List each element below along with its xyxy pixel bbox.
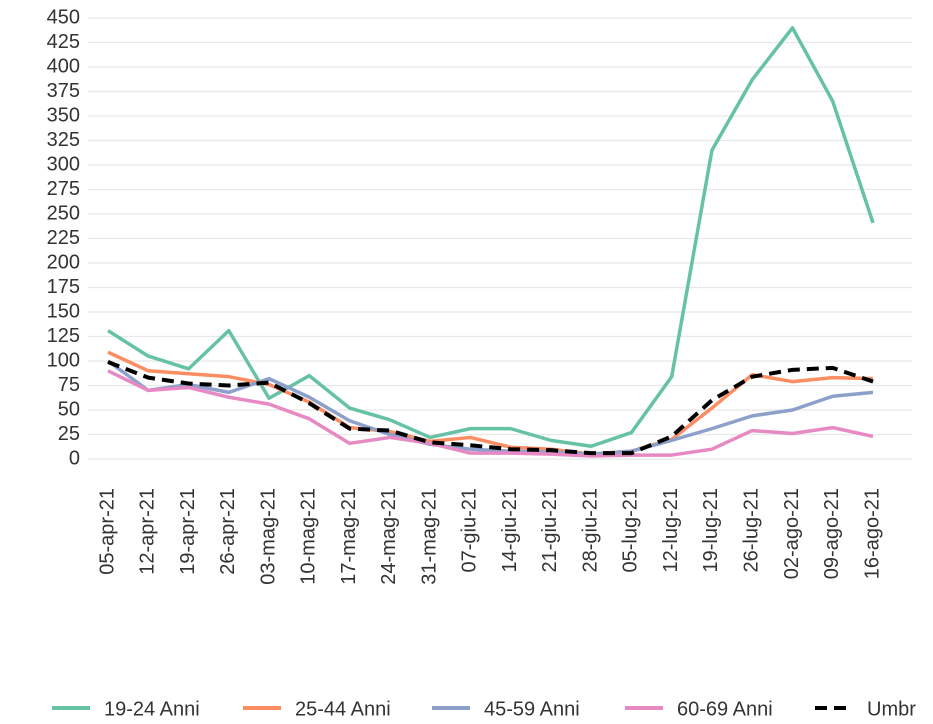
series-line: [107, 26, 875, 449]
x-tick-label: 26-apr-21: [217, 488, 239, 575]
series-line: [107, 360, 874, 456]
series-line: [106, 359, 874, 456]
x-tick-label: 07-giu-21: [459, 488, 481, 573]
y-tick-label: 175: [47, 276, 80, 298]
x-tick-label: 19-apr-21: [177, 488, 199, 575]
x-tick-label: 28-giu-21: [579, 488, 601, 573]
y-tick-label: 150: [47, 300, 80, 322]
y-tick-label: 50: [58, 398, 80, 420]
y-tick-label: 25: [58, 423, 80, 445]
x-tick-label: 02-ago-21: [781, 488, 803, 579]
y-tick-label: 375: [47, 80, 80, 102]
series-line: [107, 369, 874, 458]
legend-label: 60-69 Anni: [677, 698, 773, 720]
x-tick-label: 16-ago-21: [861, 488, 883, 579]
x-tick-label: 10-mag-21: [298, 488, 320, 585]
y-tick-label: 325: [47, 129, 80, 151]
y-tick-label: 425: [47, 31, 80, 53]
y-tick-label: 200: [47, 251, 80, 273]
x-tick-label: 31-mag-21: [418, 488, 440, 585]
y-tick-label: 300: [47, 153, 80, 175]
y-tick-label: 400: [47, 55, 80, 77]
series-line: [107, 350, 874, 456]
y-tick-label: 450: [47, 6, 80, 28]
x-tick-label: 17-mag-21: [338, 488, 360, 585]
x-tick-label: 05-apr-21: [96, 488, 118, 575]
x-tick-label: 12-lug-21: [660, 488, 682, 573]
y-tick-label: 275: [47, 178, 80, 200]
x-tick-label: 09-ago-21: [821, 488, 843, 579]
y-tick-label: 350: [47, 104, 80, 126]
legend-label: Umbr: [867, 698, 916, 720]
x-tick-label: 19-lug-21: [700, 488, 722, 573]
x-tick-label: 14-giu-21: [499, 488, 521, 573]
x-tick-label: 21-giu-21: [539, 488, 561, 573]
y-tick-label: 250: [47, 202, 80, 224]
legend-label: 19-24 Anni: [104, 698, 200, 720]
y-tick-label: 75: [58, 374, 80, 396]
x-tick-label: 24-mag-21: [378, 488, 400, 585]
x-tick-label: 26-lug-21: [740, 488, 762, 573]
legend-label: 45-59 Anni: [484, 698, 580, 720]
y-tick-label: 125: [47, 325, 80, 347]
x-tick-label: 12-apr-21: [137, 488, 159, 575]
y-tick-label: 0: [69, 447, 80, 469]
y-tick-label: 225: [47, 227, 80, 249]
x-tick-label: 03-mag-21: [257, 488, 279, 585]
y-tick-label: 100: [47, 349, 80, 371]
legend-label: 25-44 Anni: [295, 698, 391, 720]
x-tick-label: 05-lug-21: [620, 488, 642, 573]
